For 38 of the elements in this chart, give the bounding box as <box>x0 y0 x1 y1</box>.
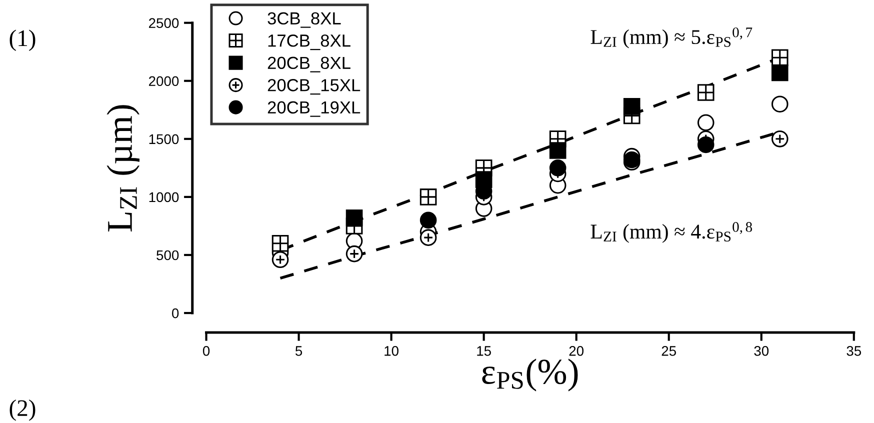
text: (1) <box>10 30 36 52</box>
point <box>771 96 788 112</box>
point <box>623 98 640 115</box>
y-tick-label: 1000 <box>149 192 179 202</box>
x-tick-label: 25 <box>662 346 676 356</box>
y-axis-title: L$_{ZI}$ (µm) <box>106 105 140 232</box>
y-tick-label: 2000 <box>148 76 179 86</box>
legend-label: 3CB_8XL <box>268 12 341 28</box>
annotation: L$_{ZI}$ (mm) ≈ 4.ε$_{PS}$$^{0,8}$ <box>590 222 752 243</box>
point <box>346 209 363 226</box>
point <box>771 130 788 148</box>
legend-label: 20CB_8XL <box>268 56 350 72</box>
x-tick-label: 10 <box>384 346 398 356</box>
point <box>346 245 363 262</box>
y-tick-label: 500 <box>156 250 179 260</box>
legend-label: 20CB_19XL <box>268 101 360 117</box>
point <box>697 136 714 154</box>
point <box>549 142 566 159</box>
point <box>420 229 437 246</box>
x-tick-label: 0 <box>202 346 210 356</box>
x-axis-title: ε$_{PS}$(%) <box>482 358 578 392</box>
x-tick-label: 5 <box>295 346 302 356</box>
point <box>272 251 289 268</box>
point <box>771 64 788 82</box>
x-tick-label: 30 <box>754 346 769 356</box>
annotation: L$_{ZI}$ (mm) ≈ 5.ε$_{PS}$$^{0,7}$ <box>590 27 752 48</box>
y-tick-label: 2500 <box>148 18 179 28</box>
text: (2) <box>10 399 36 421</box>
legend-label: 17CB_8XL <box>268 34 350 50</box>
legend-label: 20CB_15XL <box>268 79 360 95</box>
y-tick-label: 0 <box>172 308 179 318</box>
x-tick-label: 15 <box>477 346 491 356</box>
y-tick-label: 1500 <box>149 134 179 144</box>
x-tick-label: 20 <box>569 346 584 356</box>
x-tick-label: 35 <box>846 346 862 356</box>
point <box>697 114 714 132</box>
point <box>549 160 566 176</box>
point <box>420 212 437 229</box>
